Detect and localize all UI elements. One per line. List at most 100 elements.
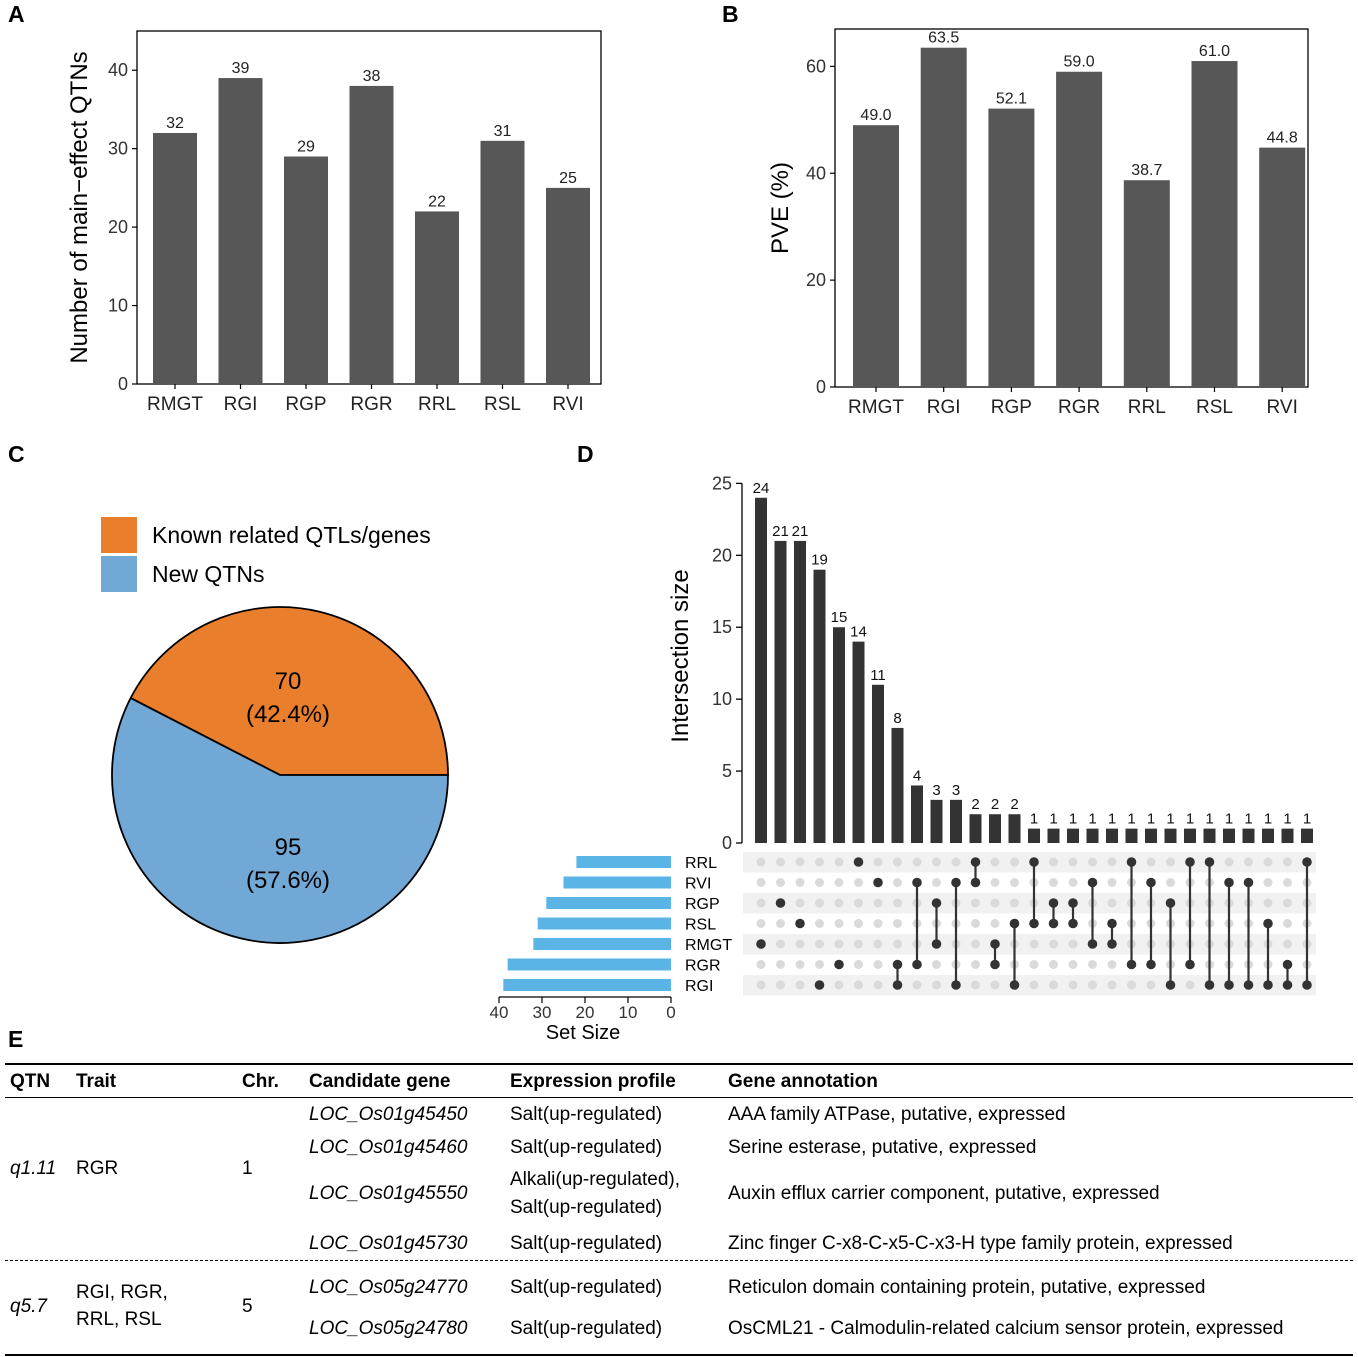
set-size-bar-rgr [507,958,671,971]
upset-intersection-bar [930,799,943,843]
upset-dot-empty [834,898,844,908]
upset-dot-empty [1029,939,1039,949]
upset-intersection-label: 24 [753,480,770,497]
table-annotation: Serine esterase, putative, expressed [728,1137,1037,1158]
upset-dot-empty [1068,980,1078,990]
chart-a-bar-rsl [480,140,525,384]
upset-dot-filled [1048,918,1059,929]
upset-dot-empty [1283,919,1292,928]
upset-dot-filled [775,898,786,908]
upset-intersection-label: 21 [792,523,809,540]
set-size-bar-rvi [563,876,671,889]
table-header-qtn: QTN [10,1071,51,1092]
upset-dot-empty [932,980,941,990]
upset-dot-empty [971,898,980,908]
upset-intersection-label: 1 [1088,811,1096,828]
upset-dot-filled [931,898,942,908]
table-expression: Alkali(up-regulated), [510,1169,681,1190]
chart-a-xtick-label: RGI [224,394,258,415]
upset-dot-empty [795,878,805,887]
upset-dot-filled [970,857,981,867]
upset-intersection-bar [1203,828,1216,843]
upset-dot-empty [932,960,941,969]
upset-dot-filled [1068,918,1078,929]
upset-ytick-label: 0 [722,833,732,853]
chart-a-bar-rgr [349,85,394,385]
chart-b-ytick-label: 0 [816,377,826,397]
upset-intersection-bar [1106,828,1118,843]
table-group-divider [5,1260,1353,1261]
upset-intersection-bar [969,814,982,843]
upset-intersection-label: 1 [1127,811,1135,828]
upset-intersection-bar [755,497,767,843]
upset-dot-filled [1243,877,1254,888]
table-expression: Salt(up-regulated) [510,1104,663,1125]
chart-b-ylabel: PVE (%) [767,162,794,254]
upset-dot-empty [854,919,863,928]
upset-intersection-label: 15 [831,609,848,626]
chart-a-xtick-label: RMGT [147,394,203,415]
upset-dot-empty [1107,980,1117,990]
upset-dot-empty [795,960,805,969]
set-size-bar-rgp [546,897,671,909]
upset-intersection-label: 1 [1303,811,1311,828]
upset-dot-filled [1263,980,1273,990]
upset-dot-filled [912,877,922,888]
upset-dot-empty [912,980,922,990]
set-name-label: RSL [685,917,716,934]
upset-ytick-label: 5 [722,761,732,781]
upset-ytick-label: 15 [712,617,732,637]
upset-dot-filled [1009,980,1020,990]
set-size-tick-label: 10 [619,1003,638,1022]
upset-dot-empty [893,857,902,867]
upset-intersection-bar [1164,828,1177,843]
upset-dot-empty [854,878,863,887]
table-header-trait: Trait [76,1071,117,1092]
chart-a-ytick-label: 0 [118,374,128,394]
upset-dot-empty [776,919,785,928]
upset-intersection-bar [1028,828,1040,843]
upset-dot-empty [873,980,883,990]
upset-dot-empty [795,939,805,949]
upset-dot-filled [1146,877,1156,888]
chart-b-bar-rgi [920,47,967,388]
upset-dot-filled [1029,857,1039,867]
upset-intersection-bar [774,540,787,843]
upset-intersection-label: 1 [1244,811,1252,828]
upset-dot-empty [776,857,785,867]
set-size-tick-label: 40 [490,1003,509,1022]
upset-dot-empty [815,878,824,887]
upset-dot-empty [1127,980,1136,990]
chart-b-bar-rrl [1123,180,1170,387]
upset-dot-empty [1088,857,1097,867]
chart-b-bar-rgp [988,108,1035,387]
chart-b-xtick-label: RSL [1196,397,1233,418]
chart-b-xtick-label: RGP [991,397,1032,418]
chart-b-bar-value-label: 52.1 [996,91,1027,108]
upset-intersection-label: 4 [913,767,921,784]
upset-intersection-bar [950,799,962,843]
upset-dot-filled [970,877,981,888]
upset-dot-filled [814,980,825,990]
upset-dot-empty [1010,878,1019,887]
upset-intersection-bar [989,814,1001,843]
upset-dot-filled [1165,980,1176,990]
table-annotation: Reticulon domain containing protein, put… [728,1277,1206,1298]
upset-intersection-label: 1 [1069,811,1077,828]
upset-dot-empty [1049,980,1058,990]
upset-dot-empty [893,919,902,928]
table-header-candidate-gene: Candidate gene [309,1071,451,1092]
table-annotation: Auxin efflux carrier component, putative… [728,1183,1160,1204]
chart-a-ytick-label: 40 [108,60,128,80]
upset-intersection-label: 14 [850,624,867,641]
chart-b-bar-rgr [1056,71,1103,387]
upset-dot-filled [1185,857,1195,867]
upset-dot-empty [854,939,863,949]
upset-dot-filled [1243,980,1254,990]
upset-dot-empty [1049,939,1058,949]
upset-dot-empty [1283,878,1292,887]
panel-letter-c: C [8,441,25,467]
upset-intersection-bar [891,727,904,843]
upset-dot-empty [1146,980,1156,990]
panel-letter-d: D [577,441,594,467]
